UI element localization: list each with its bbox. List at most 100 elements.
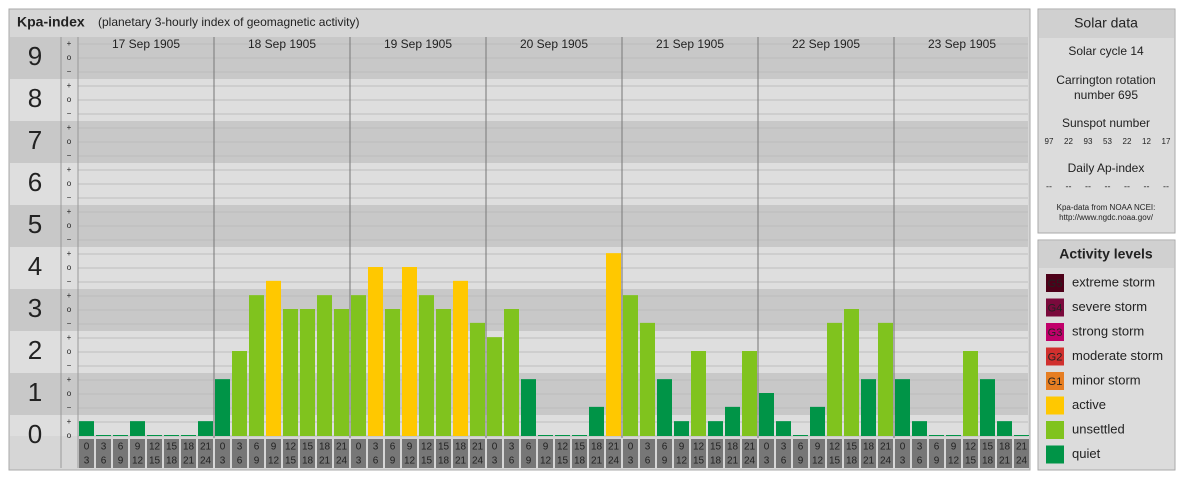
hour-label: 21 (1016, 442, 1028, 453)
sub-tick-label: + (67, 249, 72, 258)
hour-box (793, 439, 808, 468)
hour-label: 6 (781, 456, 787, 467)
sub-tick-label: − (67, 151, 72, 160)
hour-box (555, 439, 570, 468)
hour-label: 9 (798, 456, 804, 467)
ap: -- (1085, 181, 1091, 191)
bar (861, 379, 876, 436)
hour-label: 18 (846, 456, 858, 467)
hour-box (470, 439, 485, 468)
panel-title: Solar data (1074, 15, 1138, 31)
ap: -- (1124, 181, 1130, 191)
level-badge: G5 (1048, 278, 1063, 290)
day-label: 19 Sep 1905 (384, 37, 452, 51)
hour-box (742, 439, 757, 468)
hour-label: 6 (662, 442, 668, 453)
hour-label: 6 (509, 456, 515, 467)
hour-label: 0 (900, 442, 906, 453)
sub-tick-label: + (67, 417, 72, 426)
panel-header (1039, 241, 1174, 268)
sub-tick-label: − (67, 277, 72, 286)
hour-label: 3 (628, 456, 634, 467)
hour-box (946, 439, 961, 468)
hour-label: 18 (455, 442, 467, 453)
hour-label: 12 (149, 442, 161, 453)
sub-tick-label: o (67, 305, 72, 314)
bar (266, 280, 281, 436)
hour-box (708, 439, 723, 468)
hour-box (419, 439, 434, 468)
day-label: 20 Sep 1905 (520, 37, 588, 51)
bar (623, 295, 638, 436)
hour-label: 21 (472, 442, 484, 453)
hour-label: 3 (900, 456, 906, 467)
hour-box (640, 439, 655, 468)
hour-label: 18 (710, 456, 722, 467)
bar (589, 406, 604, 436)
hour-label: 9 (135, 442, 141, 453)
hour-label: 0 (628, 442, 634, 453)
hour-label: 12 (829, 442, 841, 453)
sub-tick-label: o (67, 431, 72, 440)
hour-box (810, 439, 825, 468)
bar (96, 435, 111, 436)
day-label: 21 Sep 1905 (656, 37, 724, 51)
hour-label: 9 (662, 456, 668, 467)
hour-box (997, 439, 1012, 468)
y-tick-label: 7 (28, 125, 42, 155)
hour-label: 21 (863, 456, 875, 467)
level-label: minor storm (1072, 372, 1141, 387)
hour-label: 3 (373, 442, 379, 453)
hour-box (249, 439, 264, 468)
y-tick-label: 2 (28, 335, 42, 365)
hour-box (691, 439, 706, 468)
hour-label: 9 (526, 456, 532, 467)
bar (232, 351, 247, 436)
y-tick-label: 0 (28, 419, 42, 449)
hour-box (113, 439, 128, 468)
hour-label: 18 (438, 456, 450, 467)
sub-tick-label: − (67, 67, 72, 76)
bar (742, 351, 757, 436)
hour-box (725, 439, 740, 468)
hour-label: 15 (421, 456, 433, 467)
bar (521, 379, 536, 436)
level-swatch (1046, 323, 1064, 341)
sub-tick-label: o (67, 179, 72, 188)
hour-label: 15 (574, 442, 586, 453)
bar (997, 421, 1012, 436)
hour-box (538, 439, 553, 468)
bar (657, 379, 672, 436)
hour-label: 15 (710, 442, 722, 453)
level-label: quiet (1072, 446, 1101, 461)
hour-label: 0 (220, 442, 226, 453)
hour-box (487, 439, 502, 468)
hour-label: 12 (557, 442, 569, 453)
sub-tick-label: o (67, 53, 72, 62)
hour-box (589, 439, 604, 468)
ap: -- (1066, 181, 1072, 191)
carrington: Carrington rotation (1056, 73, 1155, 87)
bar (385, 309, 400, 436)
hour-label: 18 (591, 442, 603, 453)
hour-label: 21 (336, 442, 348, 453)
hour-label: 6 (373, 456, 379, 467)
bar (351, 295, 366, 436)
hour-label: 15 (557, 456, 569, 467)
hour-label: 15 (166, 442, 178, 453)
hour-label: 9 (951, 442, 957, 453)
ap: -- (1144, 181, 1150, 191)
level-badge: G2 (1048, 351, 1063, 363)
bar (810, 406, 825, 436)
hour-box (827, 439, 842, 468)
y-tick-label: 1 (28, 377, 42, 407)
bar (725, 406, 740, 436)
hour-label: 15 (149, 456, 161, 467)
hour-box (980, 439, 995, 468)
bar (283, 309, 298, 436)
hour-label: 9 (407, 442, 413, 453)
hour-box (572, 439, 587, 468)
hour-box (895, 439, 910, 468)
bar (827, 322, 842, 436)
hour-box (232, 439, 247, 468)
